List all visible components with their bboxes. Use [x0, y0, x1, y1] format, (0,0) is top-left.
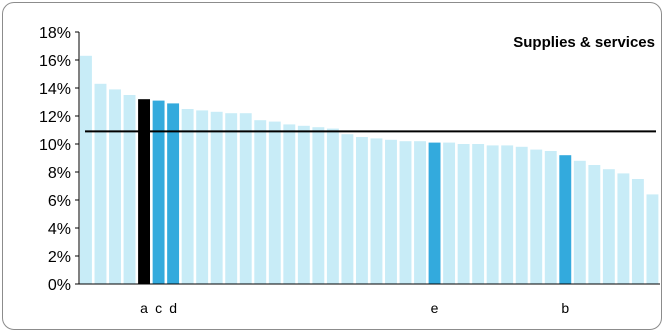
bars-group	[80, 55, 659, 285]
category-label-d: d	[169, 300, 177, 316]
bar	[385, 139, 397, 284]
bar	[196, 110, 209, 285]
bar	[399, 141, 412, 284]
bar	[530, 149, 543, 284]
bar	[414, 141, 426, 284]
bar	[254, 120, 267, 284]
bar	[94, 83, 107, 284]
bar-highlighted-a	[138, 99, 151, 284]
y-tick-label: 8%	[48, 165, 71, 182]
category-label-b: b	[561, 300, 569, 316]
bar	[472, 144, 485, 284]
bar	[341, 134, 354, 284]
bar-highlighted-d	[167, 103, 180, 285]
y-tick-label: 14%	[39, 81, 71, 98]
bar	[123, 95, 136, 284]
bar	[210, 111, 223, 284]
y-axis-ticks: 0% 2% 4% 6% 8% 10% 12% 14% 16% 18%	[39, 25, 79, 294]
bar	[283, 124, 296, 285]
bar-highlighted-c	[152, 100, 165, 284]
y-tick-label: 2%	[48, 249, 71, 266]
bar	[501, 145, 514, 284]
bar	[225, 113, 238, 284]
bar	[631, 179, 644, 284]
bar-highlighted-e	[428, 142, 441, 284]
y-tick-label: 4%	[48, 221, 71, 238]
bar	[443, 142, 456, 284]
bar	[544, 151, 557, 284]
category-label-e: e	[431, 300, 439, 316]
y-tick-label: 12%	[39, 109, 71, 126]
bar	[109, 89, 121, 285]
bar	[239, 113, 252, 284]
bar	[370, 138, 383, 284]
bar	[646, 194, 659, 284]
category-label-c: c	[155, 300, 162, 316]
y-tick-label: 18%	[39, 25, 71, 42]
bar	[355, 137, 368, 284]
bar	[181, 109, 194, 284]
chart-title: Supplies & services	[513, 34, 655, 51]
category-label-a: a	[140, 300, 148, 316]
bar	[573, 160, 586, 284]
y-tick-label: 6%	[48, 193, 71, 210]
bar	[326, 128, 339, 284]
bar	[588, 165, 601, 284]
bar	[602, 169, 615, 284]
bar	[617, 173, 630, 284]
bar	[80, 55, 92, 284]
bar	[312, 127, 325, 284]
bar	[486, 145, 499, 284]
bar	[515, 146, 528, 284]
bar-highlighted-b	[559, 155, 572, 284]
y-tick-label: 10%	[39, 137, 71, 154]
bar	[297, 125, 310, 284]
y-tick-label: 0%	[48, 277, 71, 294]
bar	[268, 121, 281, 284]
bar	[457, 144, 470, 284]
y-tick-label: 16%	[39, 53, 71, 70]
